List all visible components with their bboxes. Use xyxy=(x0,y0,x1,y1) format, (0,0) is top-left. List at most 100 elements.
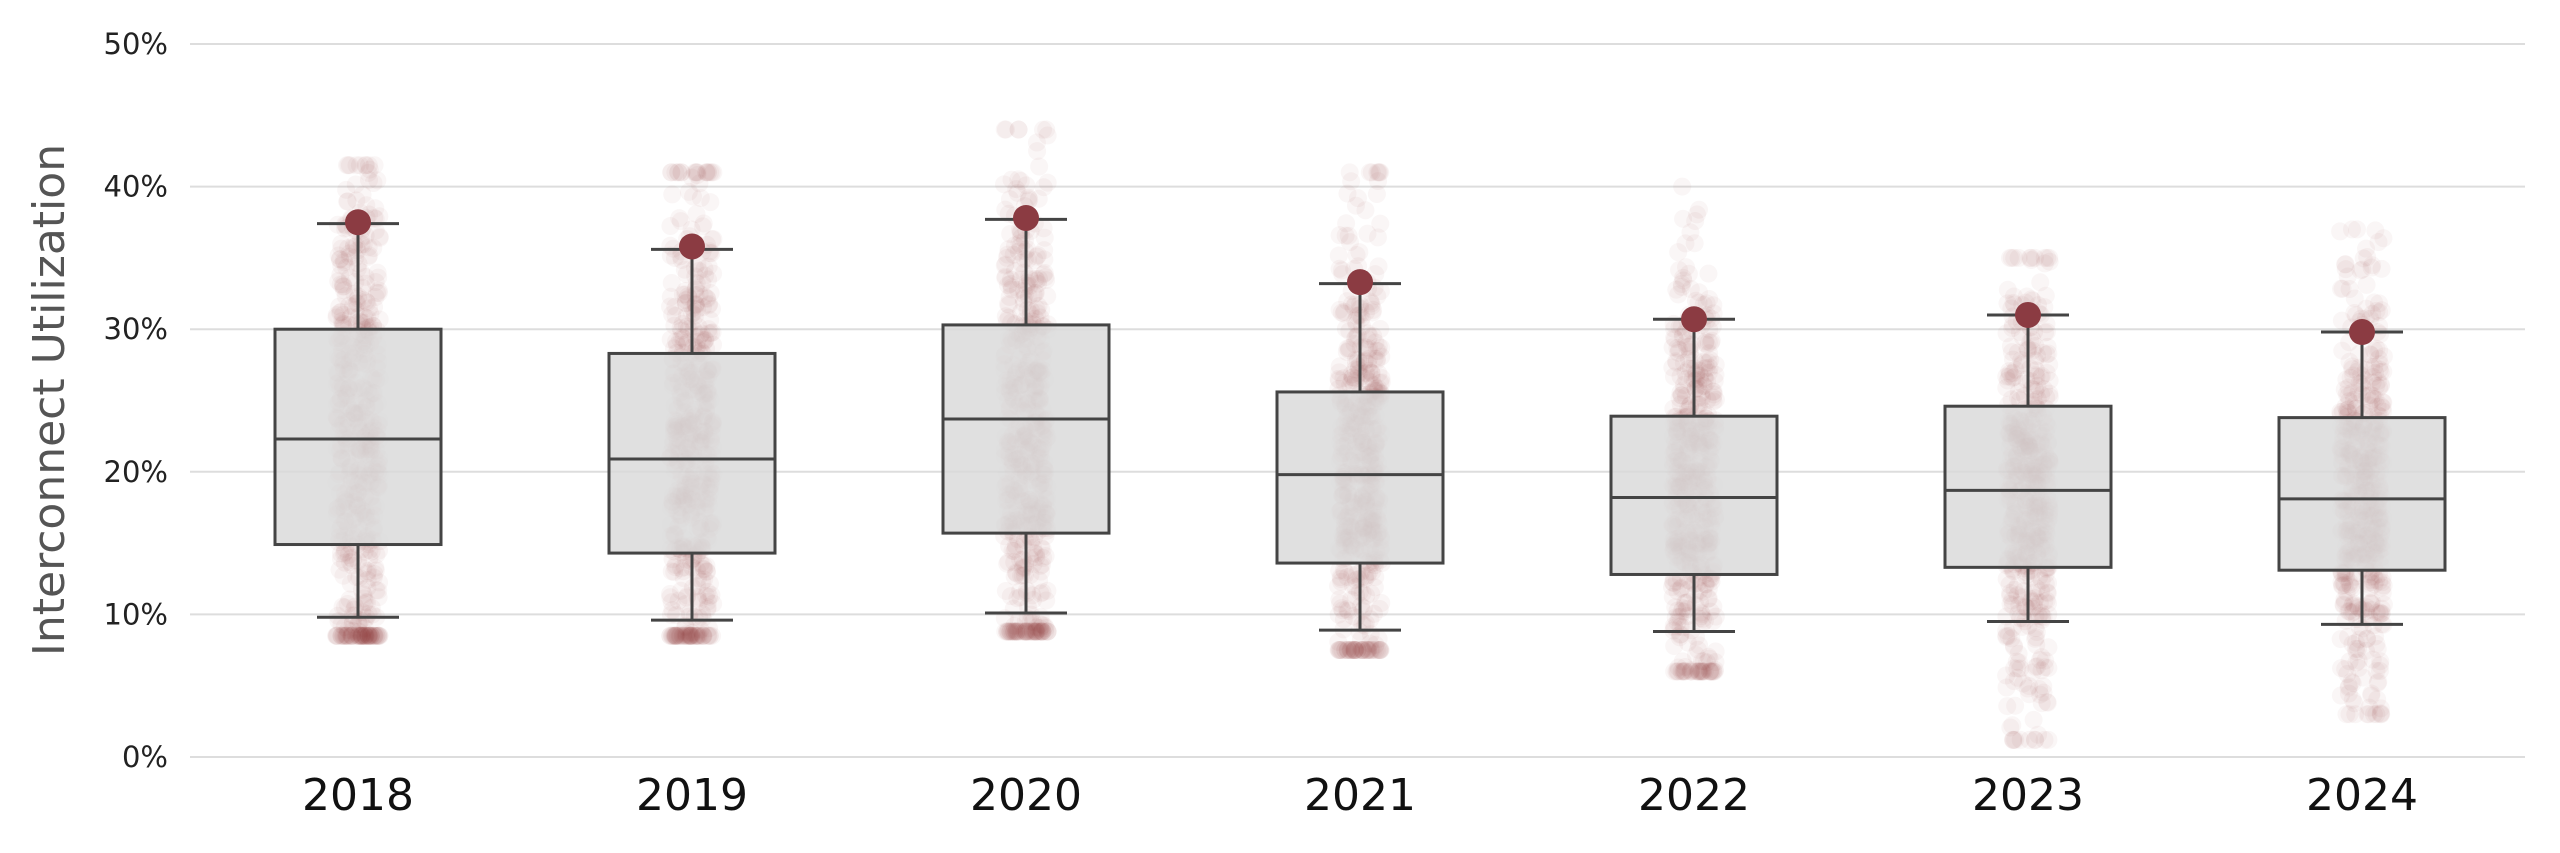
jitter-point xyxy=(327,306,346,325)
jitter-point xyxy=(353,626,372,645)
jitter-point xyxy=(332,626,351,645)
jitter-point xyxy=(1032,622,1051,641)
jitter-point xyxy=(335,617,354,636)
jitter-point xyxy=(674,569,693,588)
jitter-point xyxy=(340,156,359,175)
jitter-point xyxy=(350,156,369,175)
jitter-point xyxy=(673,626,692,645)
jitter-point xyxy=(1365,578,1384,597)
jitter-point xyxy=(334,251,353,270)
jitter-point xyxy=(349,626,368,645)
jitter-point xyxy=(1008,183,1027,202)
jitter-point xyxy=(1353,584,1372,603)
max-marker xyxy=(2015,301,2041,328)
jitter-point xyxy=(1331,594,1350,613)
jitter-point xyxy=(1033,615,1052,634)
jitter-point xyxy=(995,175,1014,194)
jitter-point xyxy=(676,294,695,313)
jitter-point xyxy=(1336,319,1355,338)
jitter-point xyxy=(1665,330,1684,349)
jitter-point xyxy=(704,594,723,613)
jitter-point xyxy=(996,307,1015,326)
jitter-point xyxy=(689,592,708,611)
jitter-point xyxy=(1694,352,1713,371)
jitter-point xyxy=(338,626,357,645)
jitter-point xyxy=(1009,120,1028,139)
jitter-point xyxy=(1024,612,1043,631)
jitter-point xyxy=(699,257,718,276)
jitter-point xyxy=(670,626,689,645)
jitter-point xyxy=(331,275,350,294)
jitter-point xyxy=(1699,647,1718,666)
jitter-point xyxy=(332,234,351,253)
jitter-point xyxy=(1364,376,1383,395)
jitter-point xyxy=(668,626,687,645)
jitter-point xyxy=(1027,271,1046,290)
jitter-point xyxy=(332,239,351,258)
jitter-point xyxy=(1003,541,1022,560)
jitter-point xyxy=(1700,649,1719,668)
jitter-point xyxy=(701,311,720,330)
jitter-point xyxy=(1008,622,1027,641)
jitter-point xyxy=(672,321,691,340)
jitter-point xyxy=(1672,602,1691,621)
jitter-point xyxy=(1358,641,1377,660)
jitter-point xyxy=(1019,622,1038,641)
jitter-point xyxy=(1669,285,1688,304)
jitter-point xyxy=(1338,568,1357,587)
jitter-point xyxy=(347,626,366,645)
jitter-point xyxy=(331,303,350,322)
jitter-point xyxy=(2035,658,2054,677)
jitter-point xyxy=(1371,319,1390,338)
x-tick-label: 2021 xyxy=(1304,770,1416,821)
jitter-point xyxy=(683,626,702,645)
jitter-point xyxy=(364,239,383,258)
jitter-point xyxy=(1001,270,1020,289)
jitter-point xyxy=(666,558,685,577)
jitter-point xyxy=(1695,376,1714,395)
jitter-point xyxy=(671,212,690,231)
jitter-point xyxy=(1353,601,1372,620)
jitter-point xyxy=(661,217,680,236)
jitter-point xyxy=(341,626,360,645)
jitter-point xyxy=(700,587,719,606)
jitter-point xyxy=(1364,604,1383,623)
jitter-point xyxy=(663,550,682,569)
jitter-point xyxy=(360,171,379,190)
jitter-point xyxy=(693,609,712,628)
jitter-point xyxy=(1001,274,1020,293)
jitter-point xyxy=(1009,622,1028,641)
jitter-point xyxy=(1672,274,1691,293)
jitter-point xyxy=(1366,568,1385,587)
jitter-point xyxy=(1332,572,1351,591)
jitter-point xyxy=(1369,629,1388,648)
jitter-point xyxy=(694,214,713,233)
x-tick-label: 2023 xyxy=(1972,770,2084,821)
jitter-point xyxy=(352,626,371,645)
jitter-point xyxy=(1674,375,1693,394)
jitter-point xyxy=(1352,308,1371,327)
jitter-point xyxy=(1352,562,1371,581)
jitter-point xyxy=(1330,561,1349,580)
jitter-point xyxy=(698,598,717,617)
jitter-point xyxy=(364,626,383,645)
jitter-point xyxy=(1371,163,1390,182)
jitter-point xyxy=(1665,662,1684,681)
jitter-point xyxy=(697,163,716,182)
jitter-point xyxy=(1026,283,1045,302)
jitter-point xyxy=(1683,335,1702,354)
jitter-point xyxy=(1343,368,1362,387)
jitter-point xyxy=(1330,357,1349,376)
jitter-point xyxy=(337,626,356,645)
jitter-point xyxy=(340,247,359,266)
jitter-point xyxy=(688,163,707,182)
jitter-point xyxy=(369,581,388,600)
jitter-point xyxy=(1017,622,1036,641)
jitter-point xyxy=(1704,662,1723,681)
jitter-point xyxy=(689,626,708,645)
jitter-point xyxy=(1997,678,2016,697)
jitter-point xyxy=(362,542,381,561)
jitter-point xyxy=(334,566,353,585)
jitter-point xyxy=(699,163,718,182)
jitter-point xyxy=(662,163,681,182)
